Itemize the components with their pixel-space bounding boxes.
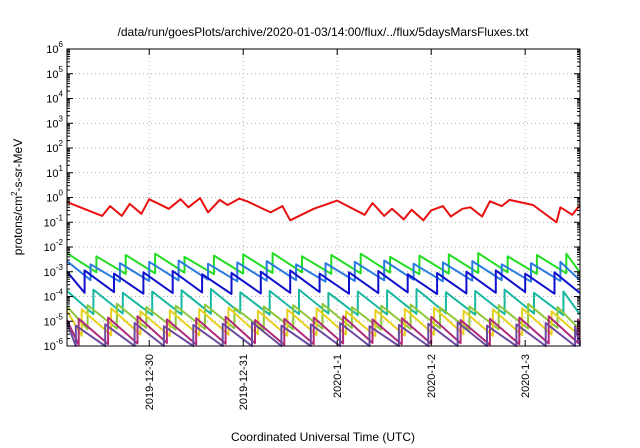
series-layer	[66, 197, 581, 347]
series-line-6	[66, 306, 581, 338]
grid-lines	[67, 49, 580, 346]
y-tick-label: 103	[46, 114, 63, 130]
series-line-7	[66, 315, 581, 346]
x-tick-label: 2019-12-30	[144, 354, 156, 410]
y-tick-label: 10-3	[44, 263, 64, 279]
y-axis-ticks: 10-6 10-5 10-4 10-3 10-2 10-1 100 101 102 103 104 1…	[44, 40, 580, 353]
series-line-0	[66, 197, 581, 224]
y-tick-label: 104	[46, 90, 63, 106]
series-line-2	[66, 259, 581, 283]
x-tick-label: 2020-1-1	[332, 354, 344, 398]
y-axis-label: protons/cm2-s-sr-MeV	[10, 139, 25, 255]
x-tick-label: 2020-1-3	[520, 354, 532, 398]
chart-title: /data/run/goesPlots/archive/2020-01-03/1…	[118, 25, 530, 39]
y-tick-label: 10-4	[44, 288, 64, 304]
x-axis-ticks: 2019-12-30 2019-12-31 2020-1-1 2020-1-2 2020…	[144, 49, 532, 410]
x-axis-label: Coordinated Universal Time (UTC)	[231, 430, 415, 444]
y-tick-label: 102	[46, 139, 63, 155]
y-tick-label: 10-6	[44, 337, 64, 353]
series-line-3	[66, 269, 581, 295]
x-tick-label: 2019-12-31	[238, 354, 250, 410]
y-tick-label: 101	[46, 164, 63, 180]
x-tick-label: 2020-1-2	[426, 354, 438, 398]
y-tick-label: 100	[46, 189, 63, 205]
y-tick-label: 105	[46, 65, 63, 81]
y-tick-label: 106	[46, 40, 63, 56]
y-tick-label: 10-1	[44, 213, 64, 229]
series-line-1	[66, 252, 581, 276]
y-tick-label: 10-2	[44, 238, 64, 254]
y-tick-label: 10-5	[44, 312, 64, 328]
series-line-8	[66, 321, 581, 347]
